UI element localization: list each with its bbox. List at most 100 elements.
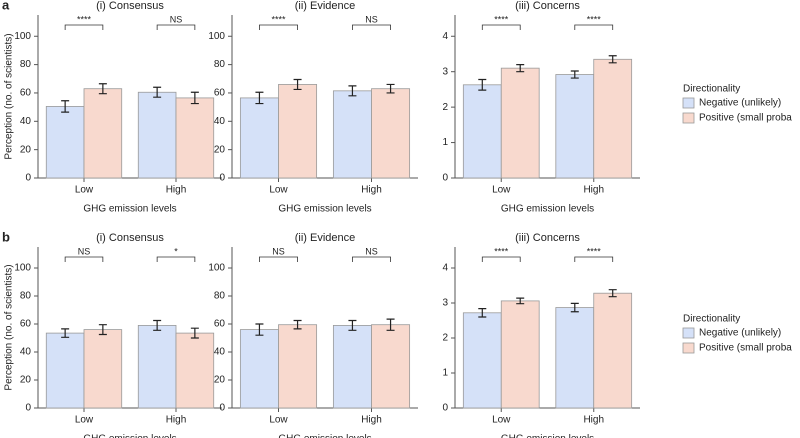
y-tick-label: 60 — [20, 88, 32, 99]
legend-title: Directionality — [683, 84, 740, 95]
bar — [500, 67, 540, 179]
bar — [555, 74, 595, 179]
y-tick-label: 4 — [442, 31, 448, 42]
significance-bracket — [156, 24, 196, 30]
legend-swatch — [682, 342, 695, 354]
y-axis-label: Perception (no. of scientists) — [4, 264, 15, 390]
y-tick-label: 0 — [25, 173, 31, 184]
error-bar — [386, 83, 395, 94]
y-tick-label: 20 — [20, 375, 32, 386]
bar — [137, 91, 177, 179]
x-tick-label: Low — [492, 185, 511, 196]
y-tick-label: 2 — [442, 333, 448, 344]
chart-title: (iii) Concerns — [515, 0, 580, 12]
significance-bracket — [352, 256, 391, 262]
error-bar — [190, 91, 199, 105]
y-tick-label: 0 — [219, 403, 225, 414]
bar — [83, 329, 123, 409]
error-bar — [98, 83, 107, 95]
error-bar — [61, 100, 70, 113]
error-bar — [190, 327, 199, 339]
y-tick-label: 3 — [442, 298, 448, 309]
legend-label: Negative (unlikely) — [699, 328, 781, 339]
y-tick-label: 0 — [25, 403, 31, 414]
bar — [593, 58, 633, 179]
error-bar — [386, 318, 395, 331]
y-tick-label: 20 — [20, 144, 32, 155]
bar — [462, 312, 502, 409]
significance-label: **** — [587, 246, 602, 256]
error-bar — [255, 91, 264, 105]
significance-label: **** — [587, 14, 602, 24]
chart-title: (i) Consensus — [96, 0, 164, 12]
chart-title: (i) Consensus — [96, 232, 164, 244]
significance-bracket — [259, 24, 298, 30]
legend-label: Positive (small proba — [699, 343, 792, 354]
y-tick-label: 40 — [214, 347, 226, 358]
error-bar — [516, 297, 525, 305]
error-bar — [348, 85, 357, 97]
significance-bracket — [259, 256, 298, 262]
error-bar — [608, 55, 617, 64]
significance-bracket — [481, 24, 521, 30]
error-bar — [570, 302, 579, 313]
x-axis-label: GHG emission levels — [501, 204, 594, 215]
significance-bracket — [352, 24, 391, 30]
y-tick-label: 1 — [442, 368, 448, 379]
legend-swatch — [682, 97, 695, 109]
x-tick-label: High — [583, 415, 604, 426]
legend-label: Negative (unlikely) — [699, 98, 781, 109]
chart-title: (ii) Evidence — [295, 232, 356, 244]
x-tick-label: High — [361, 415, 382, 426]
error-bar — [516, 64, 525, 73]
y-tick-label: 60 — [20, 319, 32, 330]
significance-label: **** — [271, 14, 286, 24]
significance-label: NS — [78, 246, 91, 256]
significance-label: NS — [365, 246, 378, 256]
y-axis-label: Perception (no. of scientists) — [4, 33, 15, 159]
error-bar — [153, 319, 162, 331]
legend-swatch — [682, 112, 695, 124]
bar — [332, 90, 372, 179]
bar — [555, 307, 595, 409]
x-axis-label: GHG emission levels — [278, 204, 371, 215]
error-bar — [293, 319, 302, 330]
significance-bracket — [64, 256, 104, 262]
error-bar — [153, 86, 162, 98]
y-tick-label: 1 — [442, 137, 448, 148]
x-tick-label: High — [166, 185, 187, 196]
legend-title: Directionality — [683, 314, 740, 325]
chart-title: (iii) Concerns — [515, 232, 580, 244]
x-axis-label: GHG emission levels — [83, 434, 176, 438]
x-axis-label: GHG emission levels — [501, 434, 594, 438]
bar — [175, 97, 215, 179]
panel-label: a — [2, 0, 10, 12]
chart-title: (ii) Evidence — [295, 0, 356, 12]
bar — [83, 88, 123, 179]
significance-bracket — [574, 24, 614, 30]
y-tick-label: 100 — [14, 263, 31, 274]
bar — [332, 324, 372, 409]
error-bar — [608, 289, 617, 298]
legend-swatch — [682, 327, 695, 339]
error-bar — [478, 78, 487, 91]
significance-bracket — [481, 256, 521, 262]
error-bar — [348, 319, 357, 331]
y-tick-label: 3 — [442, 66, 448, 77]
significance-label: **** — [77, 14, 92, 24]
y-tick-label: 60 — [214, 319, 226, 330]
y-tick-label: 80 — [214, 291, 226, 302]
y-tick-label: 0 — [219, 173, 225, 184]
y-tick-label: 20 — [214, 375, 226, 386]
significance-label: * — [174, 246, 178, 256]
y-tick-label: 4 — [442, 263, 448, 274]
significance-label: **** — [494, 246, 509, 256]
y-tick-label: 80 — [214, 59, 226, 70]
y-tick-label: 40 — [214, 116, 226, 127]
y-tick-label: 0 — [442, 403, 448, 414]
bar — [175, 332, 215, 409]
bar — [137, 324, 177, 409]
bar — [462, 84, 502, 179]
y-tick-label: 100 — [208, 263, 225, 274]
